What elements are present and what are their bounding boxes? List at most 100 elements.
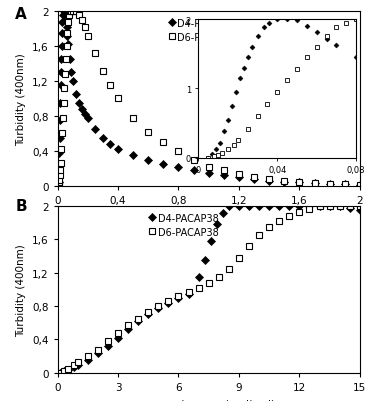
D4-PACAP38 — [56, 180, 61, 184]
D4-PACAP38 — [59, 45, 64, 49]
D4-PACAP38 — [131, 154, 135, 158]
D4-PACAP38 — [59, 71, 63, 75]
D6-PACAP38 — [267, 225, 272, 230]
D6-PACAP38 — [348, 204, 352, 209]
D6-PACAP38 — [146, 130, 151, 135]
D6-PACAP38 — [116, 330, 120, 335]
Y-axis label: Turbidity (400nm): Turbidity (400nm) — [16, 53, 26, 146]
Line: D4-PACAP38: D4-PACAP38 — [57, 204, 362, 376]
D4-PACAP38 — [191, 168, 196, 173]
D6-PACAP38 — [342, 182, 347, 187]
D4-PACAP38 — [277, 204, 282, 209]
D4-PACAP38 — [348, 206, 352, 211]
D6-PACAP38 — [237, 172, 241, 177]
Text: B: B — [15, 198, 27, 213]
D4-PACAP38 — [146, 312, 151, 317]
D6-PACAP38 — [65, 31, 69, 36]
D4-PACAP38 — [116, 336, 120, 340]
D4-PACAP38 — [297, 204, 302, 209]
D4-PACAP38 — [267, 204, 272, 209]
D6-PACAP38 — [206, 281, 211, 286]
D6-PACAP38 — [96, 347, 100, 352]
X-axis label: $n_{peptide}$ / $n_{heparin}$ (mol/mol): $n_{peptide}$ / $n_{heparin}$ (mol/mol) — [142, 397, 276, 401]
D4-PACAP38 — [62, 10, 66, 14]
D4-PACAP38 — [252, 177, 256, 182]
D4-PACAP38 — [82, 113, 87, 117]
D4-PACAP38 — [206, 171, 211, 176]
D4-PACAP38 — [227, 204, 231, 209]
D6-PACAP38 — [176, 294, 181, 299]
Text: A: A — [15, 7, 27, 22]
D6-PACAP38 — [63, 73, 67, 77]
D6-PACAP38 — [60, 132, 64, 136]
D4-PACAP38 — [257, 204, 261, 209]
D4-PACAP38 — [342, 182, 347, 187]
D4-PACAP38 — [161, 162, 165, 167]
D6-PACAP38 — [58, 174, 62, 178]
D4-PACAP38 — [61, 369, 66, 374]
D4-PACAP38 — [65, 367, 70, 372]
D4-PACAP38 — [237, 204, 241, 209]
D6-PACAP38 — [267, 177, 272, 182]
D4-PACAP38 — [85, 357, 90, 362]
D6-PACAP38 — [227, 267, 231, 271]
D4-PACAP38 — [166, 301, 171, 306]
Line: D6-PACAP38: D6-PACAP38 — [56, 203, 363, 376]
D6-PACAP38 — [176, 149, 181, 154]
D4-PACAP38 — [60, 20, 65, 25]
D4-PACAP38 — [57, 165, 61, 170]
D6-PACAP38 — [317, 204, 322, 209]
D4-PACAP38 — [61, 14, 65, 19]
D4-PACAP38 — [69, 71, 73, 75]
D4-PACAP38 — [136, 319, 140, 324]
D6-PACAP38 — [297, 180, 302, 185]
D4-PACAP38 — [328, 204, 332, 209]
D4-PACAP38 — [307, 204, 312, 209]
D4-PACAP38 — [58, 136, 62, 141]
D4-PACAP38 — [68, 58, 72, 63]
D4-PACAP38 — [56, 184, 60, 189]
D4-PACAP38 — [70, 79, 75, 84]
D6-PACAP38 — [93, 51, 98, 56]
X-axis label: $n_{heparin}$ / $n_{peptide}$ (mol/mol): $n_{heparin}$ / $n_{peptide}$ (mol/mol) — [142, 211, 276, 225]
D6-PACAP38 — [62, 86, 66, 91]
D4-PACAP38 — [101, 136, 105, 141]
D6-PACAP38 — [61, 101, 66, 106]
D6-PACAP38 — [196, 286, 201, 290]
D6-PACAP38 — [106, 339, 110, 344]
D6-PACAP38 — [328, 204, 332, 209]
D6-PACAP38 — [56, 184, 60, 189]
D4-PACAP38 — [247, 204, 251, 209]
D6-PACAP38 — [82, 25, 87, 30]
D4-PACAP38 — [64, 25, 69, 30]
D4-PACAP38 — [116, 148, 120, 152]
D4-PACAP38 — [73, 93, 78, 97]
D4-PACAP38 — [57, 151, 62, 156]
D6-PACAP38 — [217, 275, 221, 279]
D4-PACAP38 — [186, 292, 191, 296]
D6-PACAP38 — [146, 310, 151, 315]
D6-PACAP38 — [64, 45, 69, 49]
D6-PACAP38 — [85, 34, 90, 39]
D6-PACAP38 — [73, 10, 78, 14]
D6-PACAP38 — [69, 10, 73, 14]
D4-PACAP38 — [71, 365, 76, 369]
D4-PACAP38 — [63, 18, 68, 23]
D6-PACAP38 — [75, 360, 80, 365]
D4-PACAP38 — [61, 10, 66, 14]
Y-axis label: Turbidity (400nm): Turbidity (400nm) — [16, 243, 26, 336]
D6-PACAP38 — [307, 207, 312, 211]
D6-PACAP38 — [58, 168, 62, 173]
D6-PACAP38 — [252, 175, 256, 180]
D6-PACAP38 — [71, 363, 76, 368]
D4-PACAP38 — [108, 142, 113, 147]
D6-PACAP38 — [161, 140, 165, 145]
D6-PACAP38 — [126, 323, 130, 328]
D6-PACAP38 — [277, 219, 282, 224]
D6-PACAP38 — [67, 14, 71, 19]
D4-PACAP38 — [214, 223, 219, 227]
D4-PACAP38 — [156, 306, 161, 310]
D6-PACAP38 — [136, 316, 140, 321]
D6-PACAP38 — [237, 256, 241, 261]
D4-PACAP38 — [328, 182, 332, 187]
